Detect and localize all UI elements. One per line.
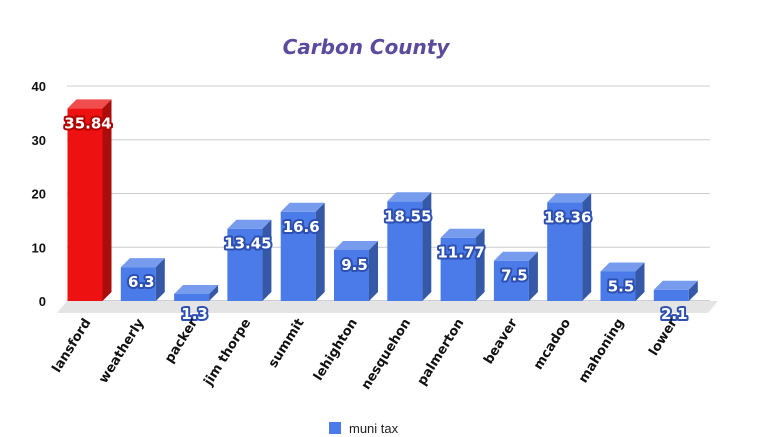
bar-top xyxy=(547,193,592,203)
bar-top xyxy=(67,99,112,109)
bar-front xyxy=(493,260,529,301)
bar xyxy=(440,228,485,301)
legend-swatch xyxy=(329,422,341,434)
y-tick-label: 20 xyxy=(32,187,46,202)
bar-front xyxy=(547,202,583,301)
bar-side xyxy=(369,240,378,301)
category-label: summit xyxy=(266,316,308,370)
floor-plane xyxy=(57,301,718,313)
bar xyxy=(493,251,538,301)
bar xyxy=(334,240,378,301)
bar-top xyxy=(493,251,538,261)
bar xyxy=(653,280,698,301)
category-label: lansford xyxy=(50,316,95,375)
data-label: 18.36 xyxy=(544,208,591,226)
category-label: jim thorpe xyxy=(201,316,255,389)
bar-side xyxy=(155,258,165,301)
bar xyxy=(120,258,165,301)
category-label: lehighton xyxy=(311,316,361,383)
bar xyxy=(547,193,592,301)
bar-front xyxy=(120,267,156,301)
bar-side xyxy=(475,228,485,301)
bar-front xyxy=(174,294,210,301)
bar xyxy=(67,99,112,301)
bar-side xyxy=(102,99,112,301)
y-tick-label: 0 xyxy=(39,294,46,309)
bar-top xyxy=(440,228,485,238)
bar-front xyxy=(67,108,103,301)
category-label: nesquehon xyxy=(359,316,414,392)
chart-floor xyxy=(57,301,718,313)
data-label: 18.55 xyxy=(384,207,431,225)
bar-front xyxy=(334,249,369,301)
bar-side xyxy=(582,193,592,301)
bar-side xyxy=(262,219,272,301)
bar xyxy=(174,285,219,301)
bar-front xyxy=(227,228,263,301)
legend: muni tax xyxy=(329,421,399,436)
category-label: palmerton xyxy=(415,316,468,388)
bar-side xyxy=(315,202,325,301)
category-label: packer xyxy=(162,316,201,366)
data-label: 9.5 xyxy=(341,256,368,274)
bar xyxy=(280,202,325,301)
bar-front xyxy=(387,201,423,301)
category-label: mcadoo xyxy=(531,316,574,373)
bar-top xyxy=(280,202,325,212)
bar-front xyxy=(280,211,316,301)
y-axis-ticks: 0 10 20 30 40 xyxy=(32,79,46,309)
y-tick-label: 10 xyxy=(32,240,46,255)
category-label: lower xyxy=(646,316,681,359)
bar-top xyxy=(387,192,432,202)
bar-front xyxy=(440,237,476,301)
bar-front xyxy=(600,271,636,301)
bar-side xyxy=(528,251,538,301)
bar-side xyxy=(209,285,219,301)
bar-top xyxy=(120,258,165,268)
bar-top xyxy=(653,280,698,290)
bar xyxy=(227,219,272,301)
bar-side xyxy=(688,280,698,301)
data-label: 13.45 xyxy=(224,235,271,253)
bar xyxy=(387,192,432,301)
bar-side xyxy=(635,262,645,301)
bar-top xyxy=(174,285,219,295)
y-tick-label: 30 xyxy=(32,133,46,148)
bar-top xyxy=(227,219,272,229)
data-label: 11.77 xyxy=(437,244,484,262)
bar-top xyxy=(600,262,645,272)
data-label: 16.6 xyxy=(283,218,320,236)
category-label: beaver xyxy=(481,316,521,367)
category-label: weatherly xyxy=(96,316,148,386)
data-label: 5.5 xyxy=(608,277,635,295)
data-label: 6.3 xyxy=(128,273,155,291)
bar-side xyxy=(422,192,432,301)
data-label: 35.84 xyxy=(64,114,111,132)
bar-top xyxy=(334,240,378,250)
bar-front xyxy=(653,289,689,301)
bars xyxy=(67,99,698,301)
category-label: mahoning xyxy=(576,316,627,386)
y-tick-label: 40 xyxy=(32,79,46,94)
data-label: 1.3 xyxy=(181,305,208,323)
bar xyxy=(600,262,645,301)
chart-title: Carbon County xyxy=(283,35,451,59)
data-label: 2.1 xyxy=(661,305,688,323)
category-labels: lansford weatherly packer jim thorpe summit l… xyxy=(50,316,681,393)
data-label: 7.5 xyxy=(501,267,528,285)
data-labels: 35.84 6.3 1.3 13.45 16.6 9.5 18.55 11.77 7.5 18.3… xyxy=(62,112,689,325)
legend-label: muni tax xyxy=(349,421,399,436)
